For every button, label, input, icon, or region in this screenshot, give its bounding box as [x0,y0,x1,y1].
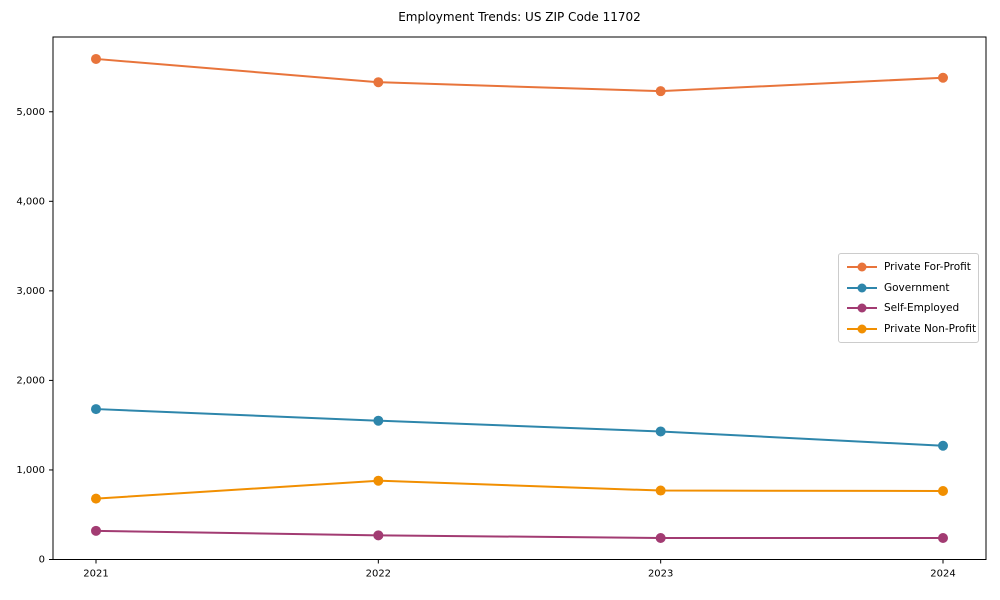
legend-marker-line [847,303,877,313]
x-tick-label: 2023 [648,569,673,580]
chart-title: Employment Trends: US ZIP Code 11702 [398,10,641,24]
legend-marker-line [847,324,877,334]
series-line-private-non-profit [95,479,944,500]
y-tick-label: 3,000 [16,286,45,297]
series-point-private-for-profit [938,72,948,83]
series-point-government [91,404,101,415]
legend-marker-dot [857,303,867,313]
series-point-self-employed [91,525,101,536]
x-tick-label: 2022 [366,569,391,580]
legend-label: Private For-Profit [884,261,971,274]
series-line-self-employed [95,529,943,540]
series-point-private-for-profit [373,77,384,88]
legend-item-self-employed: Self-Employed [847,302,970,314]
x-tick-label: 2024 [930,569,955,580]
series-line-government [95,408,944,447]
x-tick-label: 2021 [83,569,108,580]
series-point-self-employed [938,533,948,544]
y-tick-label: 2,000 [16,376,45,387]
legend-marker-dot [857,283,867,293]
series-point-government [373,415,384,426]
legend-label: Government [884,281,950,294]
series-point-private-non-profit [373,475,384,486]
legend-marker-dot [857,324,867,334]
legend-label: Private Non-Profit [884,322,977,335]
legend-marker-line [847,262,877,272]
legend-item-private-non-profit: Private Non-Profit [847,323,976,335]
y-tick-label: 0 [39,555,45,566]
series-point-private-for-profit [655,86,666,97]
legend-item-government: Government [847,282,970,294]
y-tick-label: 4,000 [16,197,45,208]
plot-border [52,36,987,560]
series-point-self-employed [655,533,666,544]
legend-marker-line [847,283,877,293]
y-tick-label: 1,000 [16,465,45,476]
series-point-private-non-profit [938,485,948,496]
legend-label: Self-Employed [884,302,960,315]
series-point-government [655,426,666,437]
series-point-private-non-profit [91,493,101,504]
series-point-private-for-profit [91,53,101,64]
legend-item-private-for-profit: Private For-Profit [847,261,971,274]
series-point-government [938,440,948,451]
series-point-private-non-profit [655,485,666,496]
legend: Private For-Profit Government Self-Emplo… [838,253,979,343]
y-tick-label: 5,000 [16,107,45,118]
legend-marker-dot [857,262,867,272]
series-point-self-employed [373,530,384,541]
series-line-private-for-profit [95,57,944,93]
